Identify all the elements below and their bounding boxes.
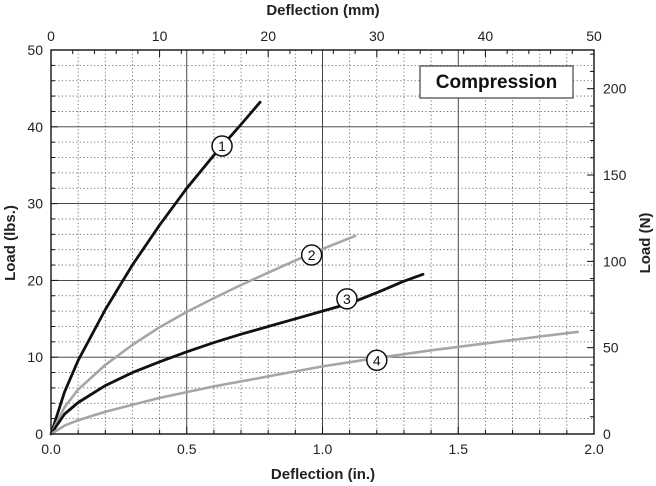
annotation-box: Compression: [419, 65, 574, 99]
series-line-4: [49, 330, 579, 436]
y-tick-label-left: 50: [27, 42, 43, 58]
major-gridlines: [51, 50, 594, 434]
tick-labels: 0.0 0.5 1.0 1.5 2.00 10 20 30 40 5001020304050050…: [27, 28, 626, 457]
series-marker-4: 4: [366, 349, 388, 372]
series-marker-1: 1: [211, 135, 233, 157]
y-tick-label-right: 200: [603, 81, 627, 97]
y-axis-title-right: Load (N): [637, 213, 654, 274]
y-tick-label-right: 50: [603, 340, 619, 356]
x-tick-label-top: 40: [478, 28, 494, 44]
series-marker-label: 4: [373, 352, 381, 368]
x-tick-label-bottom: 2.0: [584, 441, 604, 457]
series-marker-circle: [366, 349, 388, 372]
series-marker-label: 1: [218, 138, 226, 154]
series-line-3: [49, 272, 425, 436]
x-tick-label-bottom: 0.5: [177, 441, 197, 457]
annotation-text: Compression: [436, 72, 557, 93]
x-tick-label-bottom: 1.5: [449, 441, 469, 457]
y-tick-label-left: 30: [27, 196, 43, 212]
x-tick-label-top: 0: [47, 28, 55, 44]
x-tick-label-top: 50: [586, 28, 602, 44]
y-axis-title-left: Load (lbs.): [2, 205, 19, 281]
y-tick-label-left: 0: [35, 426, 43, 442]
y-tick-label-right: 100: [603, 253, 627, 269]
y-tick-label-left: 40: [27, 119, 43, 135]
series-marker-label: 2: [308, 247, 316, 263]
x-axis-title-top: Deflection (mm): [266, 2, 379, 19]
tick-marks: [50, 49, 595, 435]
x-tick-label-bottom: 0.0: [41, 441, 61, 457]
series-marker-circle: [336, 288, 358, 310]
series-marker-3: 3: [336, 288, 358, 310]
minor-gridlines: [51, 50, 594, 434]
x-tick-label-top: 30: [369, 28, 385, 44]
y-tick-label-right: 0: [603, 426, 611, 442]
series-lines: [49, 100, 579, 436]
y-tick-label-right: 150: [603, 167, 627, 183]
series-marker-circle: [211, 135, 233, 157]
x-tick-label-top: 10: [152, 28, 168, 44]
y-tick-label-left: 20: [27, 272, 43, 288]
series-marker-circle: [300, 244, 323, 266]
x-axis-title-bottom: Deflection (in.): [271, 466, 375, 483]
series-line-2: [49, 234, 357, 436]
series-marker-2: 2: [300, 244, 323, 266]
x-tick-label-bottom: 1.0: [313, 441, 333, 457]
y-tick-label-left: 10: [27, 349, 43, 365]
series-markers: 1 2 3 4: [211, 135, 388, 372]
x-tick-label-top: 20: [260, 28, 276, 44]
series-marker-label: 3: [343, 291, 351, 307]
